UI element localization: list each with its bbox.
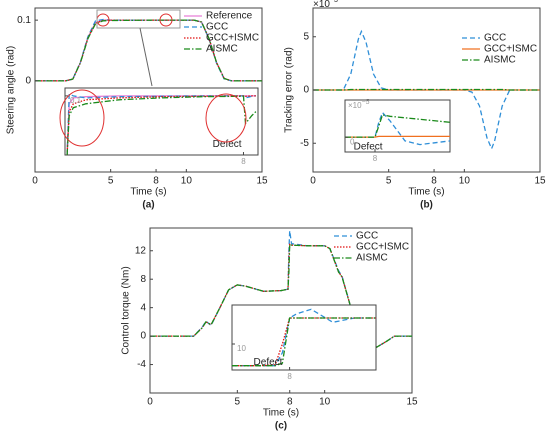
multiplier-base: ×10	[313, 0, 330, 10]
legend-label: AISMC	[484, 55, 516, 66]
x-tick-label: 8	[373, 154, 378, 163]
annotation: Defect	[254, 357, 283, 368]
highlight-circle	[159, 13, 173, 27]
caption: (c)	[275, 421, 287, 432]
legend-label: GCC	[484, 33, 506, 44]
plot-area	[345, 111, 450, 146]
highlight-circle	[59, 89, 105, 147]
series-line	[35, 19, 262, 82]
legend-label: GCC+ISMC	[206, 33, 259, 44]
x-tick-label: 0	[310, 176, 316, 187]
zoom-marker	[96, 9, 181, 29]
x-tick-label: 15	[406, 397, 418, 408]
multiplier-base: ×10	[348, 101, 362, 110]
x-axis-label: Time (s)	[130, 187, 166, 198]
inset-frame	[64, 87, 259, 156]
y-axis-label: Steering angle (rad)	[6, 46, 17, 134]
y-tick-label: 0	[303, 85, 309, 96]
x-tick-label: 8	[431, 176, 437, 187]
series-line	[35, 19, 262, 82]
inset-frame	[344, 99, 451, 153]
legend-label: GCC+ISMC	[356, 242, 409, 253]
zoom-marker	[139, 27, 153, 87]
legend-label: GCC+ISMC	[484, 44, 537, 55]
y-tick-label: 0.1	[70, 96, 82, 105]
highlight-circle	[205, 93, 247, 143]
x-tick-label: 5	[108, 176, 114, 187]
y-axis-label: Control torque (Nm)	[121, 266, 132, 354]
series-line	[66, 95, 256, 155]
y-tick-label: 8	[140, 274, 146, 285]
plot-area	[35, 18, 262, 82]
legend-label: AISMC	[206, 44, 238, 55]
x-tick-label: 15	[534, 176, 546, 187]
y-tick-label: 0	[25, 76, 31, 87]
y-tick-label: 10	[237, 344, 246, 353]
x-tick-label: 10	[181, 176, 193, 187]
y-tick-label: 0	[350, 137, 355, 146]
multiplier-exp: −3	[330, 0, 338, 4]
axis-multiplier: ×10−3	[313, 0, 338, 10]
caption: (a)	[142, 200, 154, 211]
caption: (b)	[420, 200, 433, 211]
x-tick-label: 10	[319, 397, 331, 408]
multiplier-exp: −5	[362, 99, 370, 106]
series-line	[66, 95, 257, 155]
x-tick-label: 8	[287, 397, 293, 408]
axis-multiplier: ×10−5	[348, 99, 370, 110]
legend-label: GCC	[356, 231, 378, 242]
x-tick-label: 8	[287, 372, 292, 381]
legend-label: AISMC	[356, 253, 388, 264]
x-tick-label: 5	[235, 397, 241, 408]
plot-area	[66, 92, 257, 155]
annotation: Defect	[354, 141, 383, 152]
legend-label: Reference	[206, 11, 253, 22]
series-line	[345, 114, 450, 138]
inset-frame	[231, 304, 377, 371]
annotation: Defect	[213, 139, 242, 150]
x-tick-label: 15	[256, 176, 268, 187]
y-tick-label: 4	[140, 302, 146, 313]
x-tick-label: 8	[153, 176, 159, 187]
y-tick-label: 5	[303, 31, 309, 42]
x-axis-label: Time (s)	[263, 408, 299, 419]
y-tick-label: 12	[135, 245, 147, 256]
y-tick-label: -5	[300, 138, 309, 149]
y-axis-label: Tracking error (rad)	[284, 47, 295, 133]
legend-label: GCC	[206, 22, 228, 33]
x-tick-label: 10	[459, 176, 471, 187]
x-tick-label: 5	[386, 176, 392, 187]
x-tick-label: 0	[32, 176, 38, 187]
y-tick-label: -4	[137, 359, 146, 370]
plot-area	[313, 29, 540, 151]
x-tick-label: 8	[241, 157, 246, 166]
series-line	[232, 317, 376, 367]
x-tick-label: 0	[147, 397, 153, 408]
y-tick-label: 0.1	[17, 15, 31, 26]
plot-area	[232, 308, 376, 367]
y-tick-label: 0	[140, 331, 146, 342]
series-line	[66, 92, 256, 155]
x-axis-label: Time (s)	[408, 187, 444, 198]
